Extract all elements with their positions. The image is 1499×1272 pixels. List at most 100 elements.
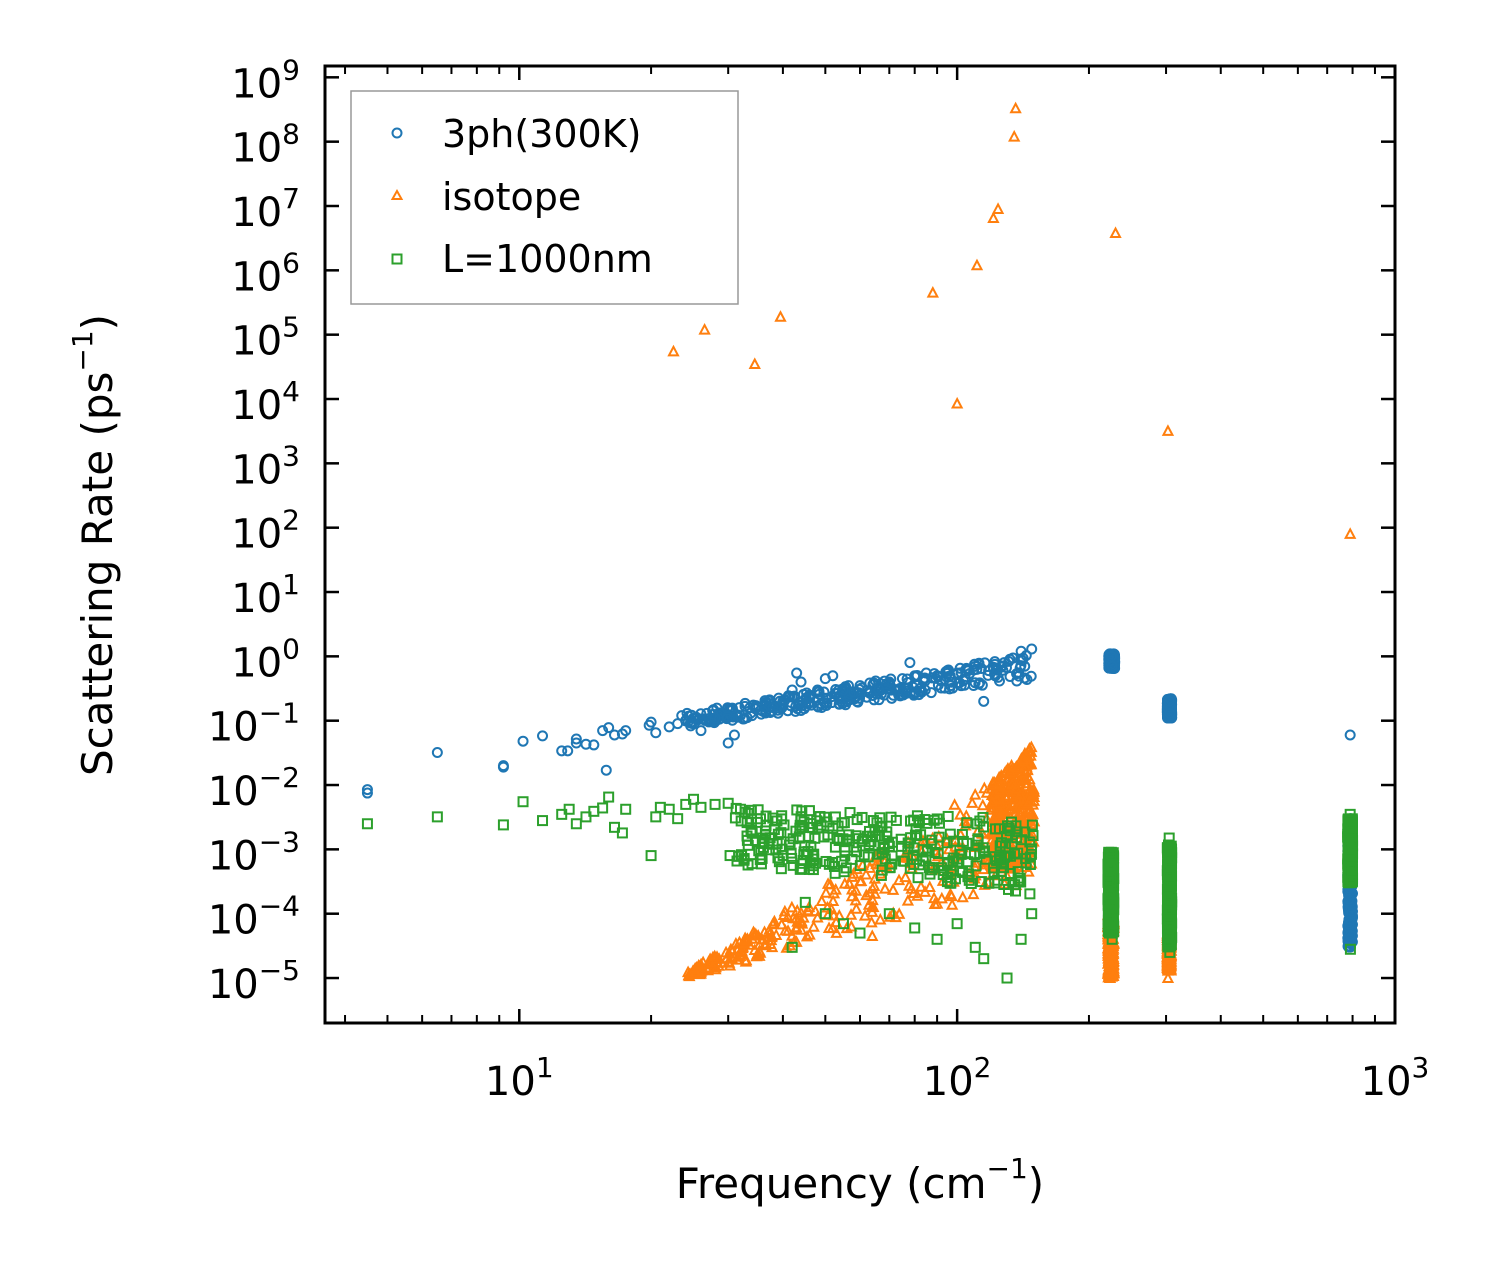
data-point	[985, 832, 999, 845]
data-point	[994, 840, 1006, 852]
data-point	[650, 727, 662, 739]
legend-label-l1000nm: L=1000nm	[442, 237, 653, 281]
data-point	[870, 857, 883, 870]
y-tick-label: 10−3	[208, 825, 300, 879]
data-point	[978, 878, 991, 890]
data-point	[969, 660, 981, 672]
data-point	[537, 730, 549, 742]
data-point	[722, 955, 735, 967]
data-point	[999, 788, 1012, 801]
data-point	[361, 784, 373, 796]
y-tick-label: 106	[231, 246, 300, 300]
data-point	[721, 713, 733, 725]
data-point	[1014, 787, 1027, 800]
data-point	[497, 760, 509, 772]
data-point	[967, 887, 980, 900]
data-point	[800, 929, 814, 942]
data-point	[1343, 889, 1355, 901]
tick-layer	[325, 66, 1397, 1023]
data-point	[905, 882, 918, 894]
data-point	[845, 889, 859, 902]
data-point	[913, 689, 925, 701]
data-point	[886, 883, 900, 895]
data-point	[1161, 971, 1175, 984]
legend-box	[350, 90, 739, 305]
legend-label-isotope: isotope	[442, 175, 581, 219]
data-point	[710, 950, 724, 962]
data-point	[1103, 862, 1115, 874]
data-point	[815, 894, 828, 907]
x-tick-label: 102	[923, 1051, 992, 1105]
data-point	[667, 344, 680, 357]
data-point	[869, 684, 881, 696]
data-point	[1022, 744, 1036, 756]
data-point	[944, 828, 956, 840]
data-point	[1023, 812, 1037, 825]
data-point	[1011, 668, 1023, 680]
data-point	[1164, 946, 1176, 958]
data-point	[912, 872, 924, 884]
data-point	[1104, 960, 1117, 972]
data-point	[977, 821, 989, 833]
data-point	[819, 908, 831, 920]
data-point	[756, 852, 768, 864]
data-point	[704, 956, 718, 968]
data-point	[856, 811, 868, 823]
data-point	[1165, 856, 1177, 868]
data-point	[844, 807, 856, 819]
data-point	[774, 310, 787, 322]
legend-marker-l1000nm	[391, 253, 403, 265]
x-tick-labels: 101 102 103	[485, 1051, 1429, 1105]
data-point	[923, 880, 936, 893]
data-point	[745, 804, 757, 816]
data-point	[1163, 695, 1175, 707]
data-point	[837, 684, 849, 696]
data-point	[766, 917, 779, 930]
data-point	[785, 900, 799, 913]
data-point	[688, 793, 700, 805]
data-point	[1343, 936, 1355, 948]
data-point	[830, 684, 842, 696]
y-tick-label: 107	[231, 182, 300, 236]
data-point	[736, 849, 748, 861]
data-point	[829, 867, 841, 879]
data-point	[1021, 674, 1033, 686]
data-point	[1017, 652, 1029, 664]
data-point	[954, 844, 966, 856]
data-point	[752, 804, 764, 816]
data-point	[1020, 853, 1032, 865]
data-point	[1009, 101, 1022, 114]
data-point	[1344, 929, 1356, 941]
data-point	[722, 946, 736, 959]
x-tick-label: 101	[485, 1051, 554, 1105]
data-point	[1162, 952, 1176, 965]
data-point	[734, 803, 746, 815]
data-point	[721, 703, 733, 715]
data-point	[998, 657, 1010, 669]
data-point	[945, 865, 957, 877]
data-point	[858, 908, 872, 921]
data-point	[865, 915, 878, 928]
data-point	[854, 860, 866, 872]
data-point	[799, 896, 811, 908]
data-point	[1161, 892, 1173, 904]
data-point	[688, 712, 700, 724]
data-point	[944, 877, 956, 889]
data-point	[951, 918, 963, 930]
data-point	[818, 686, 830, 698]
data-point	[950, 396, 964, 409]
data-point	[807, 920, 820, 932]
data-point	[603, 791, 615, 803]
data-point	[750, 949, 763, 962]
data-point	[740, 953, 753, 966]
data-point	[562, 745, 574, 757]
data-point	[961, 817, 973, 829]
data-point	[645, 850, 657, 862]
data-point	[962, 871, 974, 883]
data-point	[431, 747, 443, 759]
data-point	[1002, 820, 1014, 832]
data-point	[951, 667, 963, 679]
data-point	[942, 810, 954, 822]
data-point	[786, 684, 798, 696]
